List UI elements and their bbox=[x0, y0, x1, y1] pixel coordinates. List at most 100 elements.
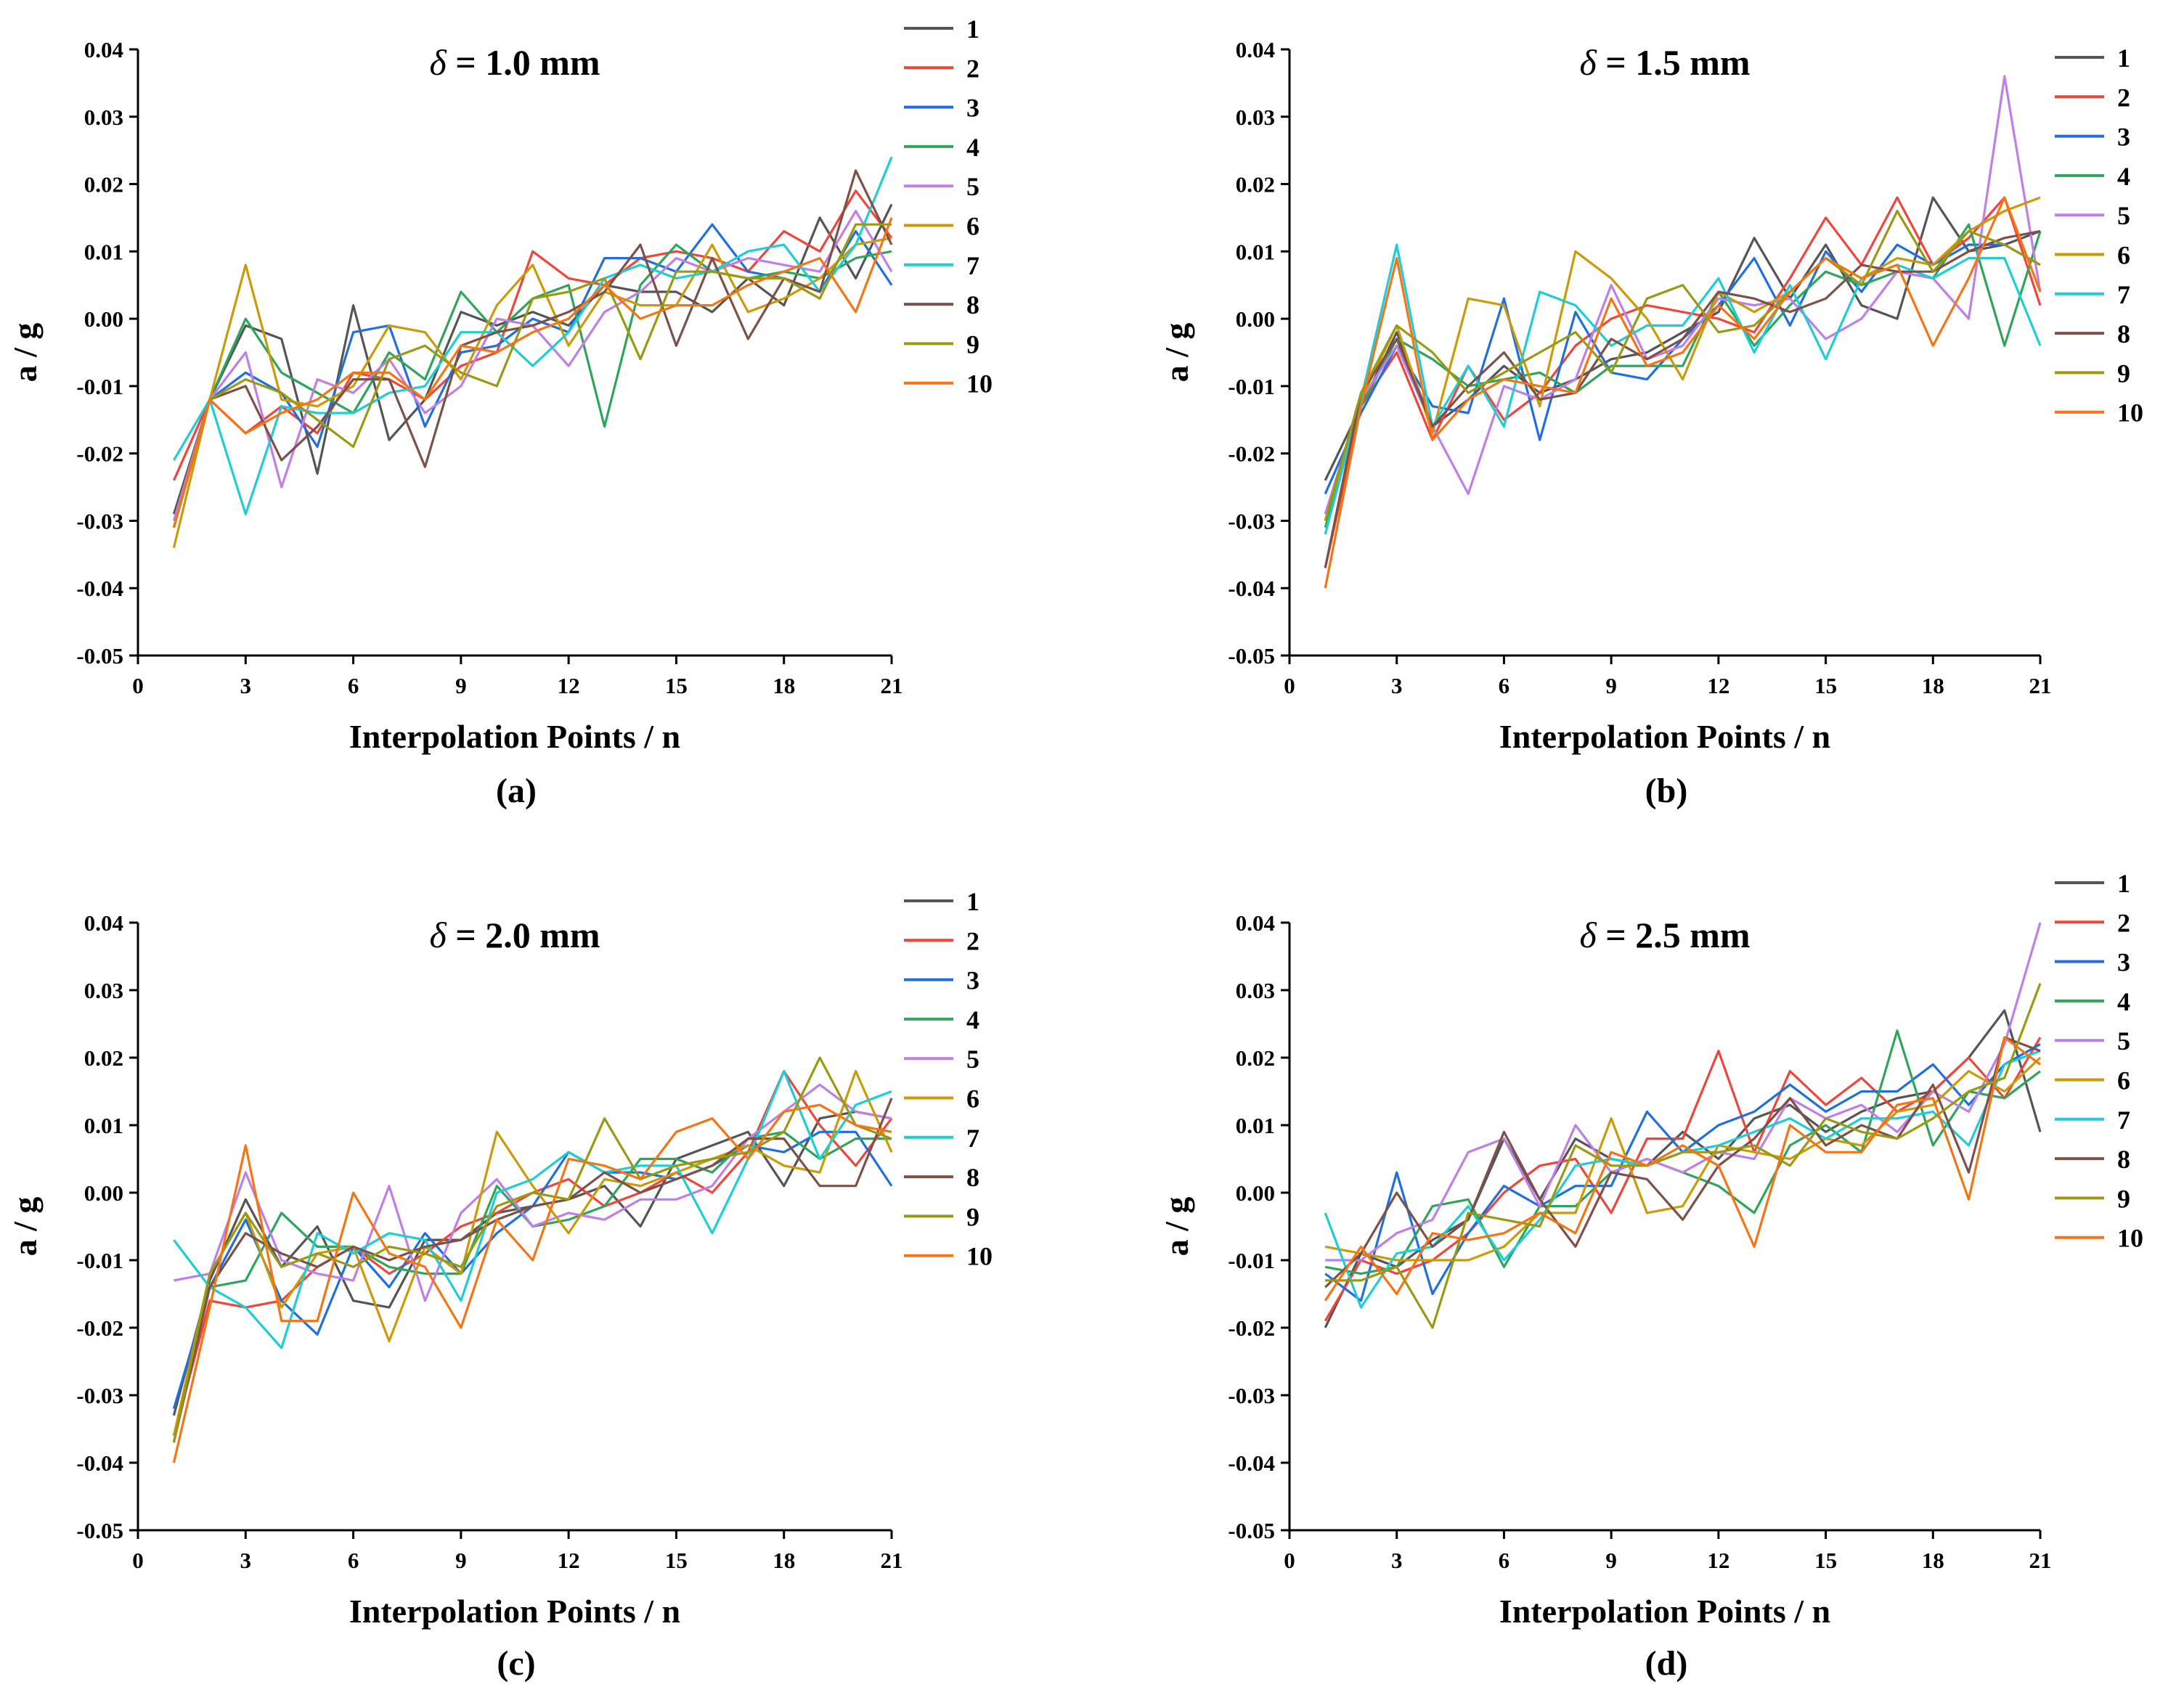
legend-label: 6 bbox=[966, 1085, 979, 1114]
y-tick-label: 0.04 bbox=[1236, 910, 1275, 936]
legend: 1 2 3 4 5 6 7 8 9 10 bbox=[2055, 44, 2143, 428]
series-line-10 bbox=[172, 1103, 892, 1463]
x-tick-label: 15 bbox=[1814, 673, 1837, 698]
y-tick-label: 0.04 bbox=[84, 37, 123, 62]
x-tick-label: 9 bbox=[455, 673, 467, 698]
series-line-7 bbox=[173, 1069, 892, 1349]
y-tick-label: -0.02 bbox=[76, 1315, 123, 1341]
legend-label: 5 bbox=[966, 172, 979, 201]
x-tick-label: 0 bbox=[132, 1548, 144, 1573]
y-tick-label: -0.04 bbox=[76, 576, 123, 601]
series-line-2 bbox=[1324, 1037, 2042, 1322]
y-axis-label: a / g bbox=[1158, 1197, 1195, 1257]
series-line-7 bbox=[1324, 1050, 2041, 1309]
panel-caption: (c) bbox=[497, 1644, 535, 1683]
y-tick-label: 0.01 bbox=[84, 239, 123, 264]
y-tick-label: 0.02 bbox=[84, 172, 123, 197]
legend-label: 1 bbox=[2117, 44, 2130, 73]
x-tick-label: 9 bbox=[1605, 1548, 1617, 1573]
title-text: = 1.5 mm bbox=[1605, 42, 1750, 83]
legend-label: 3 bbox=[966, 966, 979, 995]
x-tick-label: 21 bbox=[881, 673, 903, 698]
x-tick-label: 21 bbox=[2029, 1548, 2052, 1573]
x-tick-label: 0 bbox=[1284, 673, 1295, 698]
y-tick-label: -0.02 bbox=[1228, 1315, 1275, 1341]
legend-label: 2 bbox=[966, 926, 979, 955]
series-line-10 bbox=[1324, 196, 2042, 589]
series-line-1 bbox=[172, 1110, 892, 1416]
x-tick-label: 12 bbox=[1707, 1548, 1729, 1573]
y-tick-label: -0.03 bbox=[1228, 1383, 1275, 1408]
x-tick-label: 21 bbox=[881, 1548, 903, 1573]
chart-panel-b: -0.05 -0.04 -0.03 -0.02 -0.01 0.00 0.01 0.02 0.0… bbox=[1158, 37, 2143, 810]
y-tick-label: -0.04 bbox=[1228, 576, 1275, 601]
legend-label: 3 bbox=[966, 94, 979, 123]
title-symbol: δ bbox=[429, 915, 455, 955]
y-tick-label: 0.01 bbox=[84, 1113, 123, 1138]
y-tick-label: -0.02 bbox=[76, 441, 123, 467]
x-tick-label: 12 bbox=[1707, 673, 1729, 698]
x-axis-label: Interpolation Points / n bbox=[1499, 1593, 1830, 1630]
title-symbol: δ bbox=[1579, 915, 1605, 955]
x-tick-label: 6 bbox=[1499, 673, 1510, 698]
y-tick-label: -0.04 bbox=[1228, 1450, 1275, 1476]
y-tick-label: 0.03 bbox=[84, 978, 123, 1003]
legend-label: 10 bbox=[966, 369, 993, 399]
x-tick-label: 18 bbox=[773, 1548, 795, 1573]
series-line-6 bbox=[1324, 196, 2041, 521]
x-tick-label: 6 bbox=[348, 1548, 359, 1573]
y-tick-label: -0.05 bbox=[76, 643, 123, 669]
y-tick-label: -0.01 bbox=[76, 374, 123, 399]
y-tick-label: 0.03 bbox=[1236, 978, 1275, 1003]
x-tick-label: 9 bbox=[1605, 673, 1617, 698]
y-tick-label: 0.04 bbox=[84, 910, 123, 936]
x-tick-label: 9 bbox=[455, 1548, 467, 1573]
series-line-6 bbox=[172, 1069, 893, 1437]
x-tick-label: 15 bbox=[1814, 1548, 1837, 1573]
chart-panel-a: -0.05 -0.04 -0.03 -0.02 -0.01 0.00 0.01 0.02 0.0… bbox=[7, 15, 993, 810]
title-text: = 2.0 mm bbox=[455, 915, 600, 955]
y-tick-label: 0.04 bbox=[1236, 37, 1275, 62]
x-tick-label: 12 bbox=[558, 673, 580, 698]
legend-label: 7 bbox=[2117, 1106, 2130, 1135]
chart-title: δ = 1.5 mm bbox=[1579, 42, 1750, 83]
legend-label: 4 bbox=[2117, 987, 2130, 1016]
legend-label: 6 bbox=[2117, 1066, 2130, 1095]
legend-label: 8 bbox=[966, 1163, 979, 1192]
panel-caption: (b) bbox=[1645, 772, 1688, 810]
legend-label: 5 bbox=[966, 1045, 979, 1074]
x-axis-label: Interpolation Points / n bbox=[349, 1593, 680, 1630]
y-tick-label: 0.00 bbox=[84, 306, 123, 332]
y-tick-label: -0.01 bbox=[1228, 374, 1275, 399]
x-tick-label: 12 bbox=[558, 1548, 580, 1573]
y-axis-label: a / g bbox=[7, 323, 44, 383]
legend-label: 10 bbox=[2117, 1224, 2143, 1253]
legend: 1 2 3 4 5 6 7 8 9 10 bbox=[2055, 869, 2143, 1253]
x-axis-label: Interpolation Points / n bbox=[349, 718, 680, 755]
y-tick-label: -0.03 bbox=[76, 508, 123, 534]
legend-label: 9 bbox=[2117, 1184, 2130, 1213]
series-line-2 bbox=[1324, 196, 2042, 568]
y-tick-label: -0.02 bbox=[1228, 441, 1275, 467]
x-tick-label: 18 bbox=[1922, 1548, 1944, 1573]
y-tick-label: -0.03 bbox=[76, 1383, 123, 1408]
legend-label: 8 bbox=[966, 290, 979, 319]
y-tick-label: 0.00 bbox=[1236, 1180, 1275, 1206]
legend-label: 4 bbox=[966, 1005, 979, 1034]
legend-label: 2 bbox=[966, 54, 979, 83]
x-tick-label: 6 bbox=[348, 673, 359, 698]
series-line-7 bbox=[1324, 243, 2042, 535]
series-line-10 bbox=[1324, 1036, 2041, 1302]
legend-label: 5 bbox=[2117, 1026, 2130, 1055]
legend-label: 4 bbox=[966, 133, 979, 162]
legend-label: 8 bbox=[2117, 1145, 2130, 1174]
legend-label: 2 bbox=[2117, 908, 2130, 937]
legend-label: 7 bbox=[966, 251, 979, 280]
series-line-2 bbox=[172, 189, 893, 481]
title-symbol: δ bbox=[429, 42, 455, 83]
legend-label: 1 bbox=[2117, 869, 2130, 898]
series-line-8 bbox=[1324, 1036, 2041, 1289]
series-line-8 bbox=[172, 169, 893, 528]
series-line-5 bbox=[174, 1083, 892, 1302]
y-axis-label: a / g bbox=[1158, 323, 1195, 383]
